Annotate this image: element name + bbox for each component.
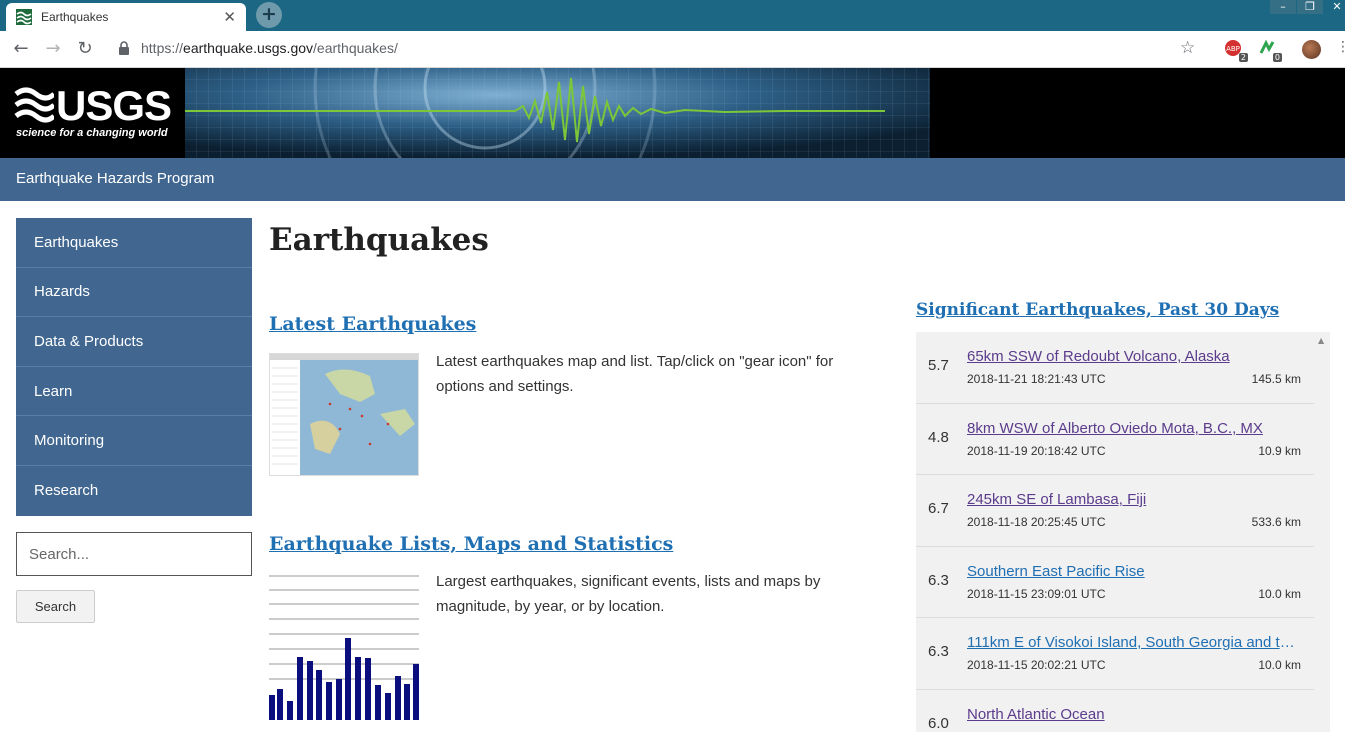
event-magnitude: 6.3 (928, 572, 949, 589)
address-bar[interactable]: https://earthquake.usgs.gov/earthquakes/ (141, 40, 398, 56)
event-place-link[interactable]: 65km SSW of Redoubt Volcano, Alaska (967, 348, 1303, 365)
event-depth: 10.9 km (1258, 444, 1301, 458)
browser-tabstrip: Earthquakes ✕ + – ❐ ✕ (0, 0, 1345, 31)
extension-green-icon[interactable]: 0 (1258, 39, 1280, 61)
event-place-link[interactable]: 8km WSW of Alberto Oviedo Mota, B.C., MX (967, 420, 1303, 437)
sidebar-nav: Earthquakes Hazards Data & Products Lear… (16, 218, 252, 516)
window-close-icon[interactable]: ✕ (1324, 0, 1345, 14)
event-place-link[interactable]: 111km E of Visokoi Island, South Georgia… (967, 634, 1303, 651)
usgs-logo-tagline: science for a changing world (16, 127, 168, 139)
event-depth: 533.6 km (1252, 515, 1301, 529)
event-magnitude: 4.8 (928, 429, 949, 446)
event-magnitude: 5.7 (928, 357, 949, 374)
tab-title: Earthquakes (41, 10, 223, 24)
latest-earthquakes-link[interactable]: Latest Earthquakes (269, 313, 476, 335)
list-item[interactable]: 6.0 North Atlantic Ocean (916, 690, 1314, 732)
new-tab-button[interactable]: + (256, 2, 282, 28)
reload-icon[interactable]: ↻ (74, 39, 96, 61)
earthquake-statistics-thumbnail[interactable] (269, 570, 419, 720)
sidebar-item-data-products[interactable]: Data & Products (16, 317, 252, 367)
extension-adblock-icon[interactable]: ABP 2 (1224, 39, 1246, 61)
significant-earthquakes-link[interactable]: Significant Earthquakes, Past 30 Days (916, 300, 1279, 320)
usgs-favicon-icon (16, 9, 32, 25)
event-time: 2018-11-18 20:25:45 UTC (967, 515, 1106, 529)
sidebar-item-learn[interactable]: Learn (16, 367, 252, 417)
usgs-logo[interactable]: USGS science for a changing world (14, 84, 174, 144)
list-item[interactable]: 6.3 Southern East Pacific Rise 2018-11-1… (916, 547, 1314, 619)
program-title[interactable]: Earthquake Hazards Program (16, 170, 214, 187)
search-input[interactable] (16, 532, 252, 576)
browser-tab[interactable]: Earthquakes ✕ (6, 3, 246, 31)
browser-menu-icon[interactable]: ⋮ (1336, 39, 1345, 55)
latest-earthquakes-thumbnail[interactable] (269, 353, 419, 476)
event-magnitude: 6.7 (928, 500, 949, 517)
event-magnitude: 6.3 (928, 643, 949, 660)
event-place-link[interactable]: Southern East Pacific Rise (967, 563, 1303, 580)
event-time: 2018-11-19 20:18:42 UTC (967, 444, 1106, 458)
event-depth: 145.5 km (1252, 372, 1301, 386)
event-place-link[interactable]: 245km SE of Lambasa, Fiji (967, 491, 1303, 508)
usgs-logo-word: USGS (56, 84, 171, 128)
event-time: 2018-11-15 20:02:21 UTC (967, 658, 1106, 672)
event-depth: 10.0 km (1258, 658, 1301, 672)
maximize-icon[interactable]: ❐ (1297, 0, 1323, 14)
latest-earthquakes-description: Latest earthquakes map and list. Tap/cli… (436, 349, 876, 399)
sidebar-item-earthquakes[interactable]: Earthquakes (16, 218, 252, 268)
event-time: 2018-11-15 23:09:01 UTC (967, 587, 1106, 601)
list-item[interactable]: 5.7 65km SSW of Redoubt Volcano, Alaska … (916, 332, 1314, 404)
list-item[interactable]: 4.8 8km WSW of Alberto Oviedo Mota, B.C.… (916, 404, 1314, 476)
significant-earthquakes-list: 5.7 65km SSW of Redoubt Volcano, Alaska … (916, 332, 1330, 732)
seismogram-banner (185, 68, 930, 158)
list-item[interactable]: 6.3 111km E of Visokoi Island, South Geo… (916, 618, 1314, 690)
forward-arrow-icon[interactable]: → (42, 39, 64, 61)
sidebar-item-monitoring[interactable]: Monitoring (16, 416, 252, 466)
lock-icon[interactable] (118, 41, 130, 55)
close-tab-icon[interactable]: ✕ (223, 8, 236, 26)
scroll-up-arrow-icon[interactable]: ▲ (1318, 336, 1324, 345)
usgs-header: USGS science for a changing world (0, 68, 1345, 158)
usgs-wave-icon (14, 86, 54, 124)
event-depth: 10.0 km (1258, 587, 1301, 601)
list-scrollbar[interactable]: ▲ (1314, 332, 1330, 720)
browser-toolbar: ← → ↻ https://earthquake.usgs.gov/earthq… (0, 31, 1345, 68)
back-arrow-icon[interactable]: ← (10, 39, 32, 61)
earthquake-lists-link[interactable]: Earthquake Lists, Maps and Statistics (269, 533, 673, 555)
page-title: Earthquakes (269, 222, 489, 258)
profile-avatar[interactable] (1302, 40, 1321, 59)
bookmark-star-icon[interactable]: ☆ (1180, 38, 1195, 58)
sidebar-item-research[interactable]: Research (16, 466, 252, 516)
list-item[interactable]: 6.7 245km SE of Lambasa, Fiji 2018-11-18… (916, 475, 1314, 547)
event-magnitude: 6.0 (928, 715, 949, 732)
earthquake-lists-description: Largest earthquakes, significant events,… (436, 569, 876, 619)
svg-text:ABP: ABP (1226, 45, 1240, 53)
event-time: 2018-11-21 18:21:43 UTC (967, 372, 1106, 386)
sidebar-item-hazards[interactable]: Hazards (16, 268, 252, 318)
program-bar: Earthquake Hazards Program (0, 158, 1345, 201)
search-button[interactable]: Search (16, 590, 95, 623)
minimize-icon[interactable]: – (1270, 0, 1296, 14)
